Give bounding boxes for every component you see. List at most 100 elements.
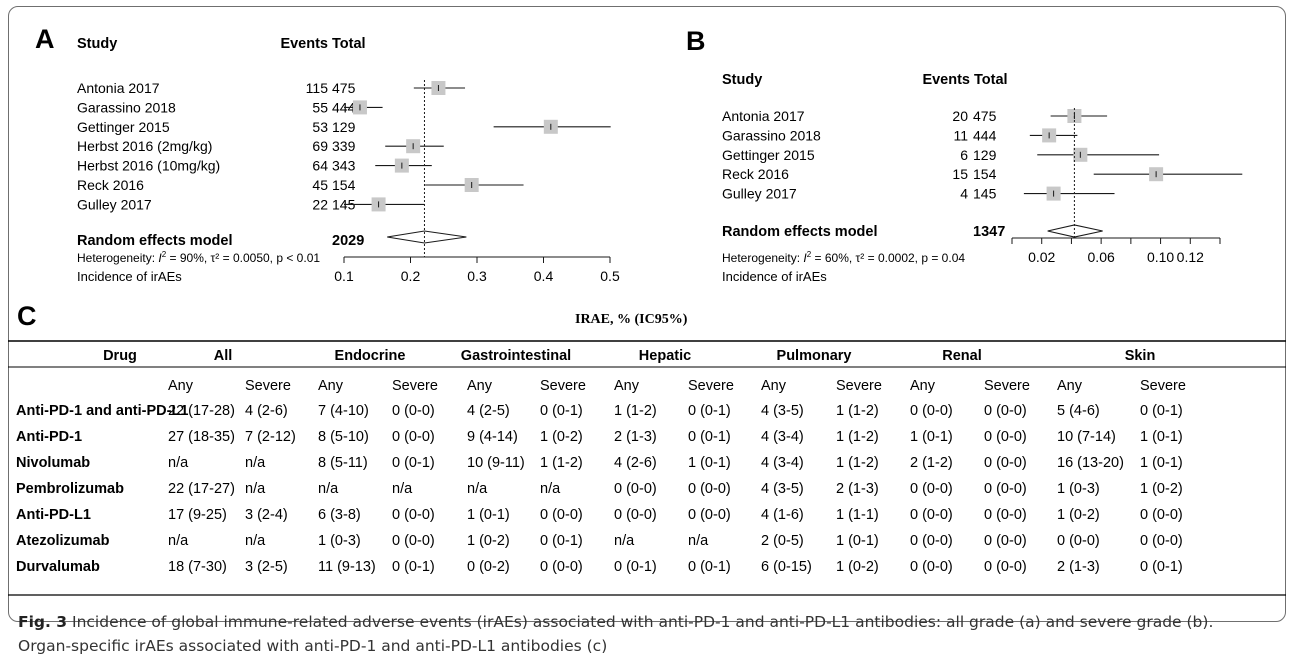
study-name: Reck 2016	[722, 166, 789, 182]
table-cell: 0 (0-1)	[392, 559, 435, 575]
table-cell: 1 (0-2)	[1140, 481, 1183, 497]
table-cell: 0 (0-0)	[910, 507, 953, 523]
table-cell: 1 (0-2)	[467, 533, 510, 549]
figure-caption-label: Fig. 3	[18, 613, 68, 631]
table-cell: 0 (0-0)	[688, 481, 731, 497]
panel-a-letter: A	[35, 24, 55, 54]
table-cell: 0 (0-0)	[1057, 533, 1100, 549]
table-cell: 18 (7-30)	[168, 559, 227, 575]
study-events: 53	[312, 119, 328, 135]
study-total: 444	[973, 127, 997, 143]
table-row: Pembrolizumab 22 (17-27) n/a n/a n/a n/a n/a 0 …	[16, 481, 1183, 497]
table-cell: 5 (4-6)	[1057, 403, 1100, 419]
axis-tick-label: 0.1	[334, 268, 354, 284]
table-cell: 0 (0-0)	[540, 507, 583, 523]
study-total: 145	[332, 196, 356, 212]
study-total: 475	[973, 108, 997, 124]
drug-name: Anti-PD-1 and anti-PD-L1	[16, 403, 188, 419]
subheader: Any	[910, 378, 936, 394]
table-cell: 1 (0-3)	[1057, 481, 1100, 497]
table-cell: 16 (13-20)	[1057, 455, 1124, 471]
subheader: Severe	[392, 378, 438, 394]
panel-b-model-label: Random effects model	[722, 224, 878, 240]
drug-name: Anti-PD-L1	[16, 507, 91, 523]
panel-b-heterogeneity: Heterogeneity: I2 = 60%, τ² = 0.0002, p …	[722, 250, 965, 265]
table-cell: 0 (0-0)	[392, 429, 435, 445]
drug-name: Nivolumab	[16, 455, 90, 471]
figure-frame	[8, 6, 1286, 622]
pooled-diamond	[387, 230, 467, 244]
table-cell: 0 (0-0)	[1140, 507, 1183, 523]
panel-a-xlabel: Incidence of irAEs	[77, 269, 182, 284]
study-events: 20	[952, 108, 968, 124]
panel-a-heterogeneity: Heterogeneity: I2 = 90%, τ² = 0.0050, p …	[77, 250, 320, 265]
table-cell: n/a	[245, 481, 266, 497]
figure-caption-text: Incidence of global immune-related adver…	[18, 613, 1214, 655]
table-cell: 0 (0-0)	[984, 507, 1027, 523]
table-cell: 0 (0-1)	[1140, 403, 1183, 419]
table-cell: 0 (0-0)	[614, 507, 657, 523]
subheader: Severe	[540, 378, 586, 394]
panel-a-study-header: Study	[77, 36, 117, 52]
axis-tick-label: 0.3	[467, 268, 487, 284]
table-cell: 2 (1-3)	[1057, 559, 1100, 575]
subheader: Severe	[1140, 378, 1186, 394]
column-header: Gastrointestinal	[461, 348, 571, 364]
study-events: 11	[953, 127, 968, 143]
panel-b-study-header: Study	[722, 72, 762, 88]
study-total: 444	[332, 99, 356, 115]
table-cell: 0 (0-2)	[467, 559, 510, 575]
study-total: 154	[973, 166, 997, 182]
table-cell: 1 (0-1)	[467, 507, 510, 523]
table-row: Nivolumab n/a n/a 8 (5-11) 0 (0-1) 10 (9-11) 1…	[16, 455, 1183, 471]
study-name: Garassino 2018	[722, 127, 821, 143]
pooled-diamond	[1047, 224, 1103, 238]
subheader: Any	[168, 378, 194, 394]
table-cell: 4 (3-5)	[761, 481, 804, 497]
axis-tick-label: 0.02	[1028, 249, 1055, 265]
table-cell: 1 (1-1)	[836, 507, 879, 523]
table-cell: 1 (0-1)	[688, 455, 731, 471]
column-header: Renal	[942, 348, 982, 364]
table-cell: 0 (0-0)	[984, 429, 1027, 445]
table-cell: 0 (0-1)	[688, 559, 731, 575]
table-cell: n/a	[245, 455, 266, 471]
column-header: Drug	[103, 348, 137, 364]
table-cell: 4 (2-5)	[467, 403, 510, 419]
panel-a-total-header: Total	[332, 36, 366, 52]
table-cell: 0 (0-0)	[540, 559, 583, 575]
subheader: Any	[318, 378, 344, 394]
subheader: Severe	[984, 378, 1030, 394]
study-total: 339	[332, 138, 356, 154]
figure-caption: Fig. 3 Incidence of global immune-relate…	[18, 610, 1268, 658]
table-cell: n/a	[318, 481, 339, 497]
table-cell: 3 (2-5)	[245, 559, 288, 575]
table-cell: 0 (0-0)	[392, 507, 435, 523]
table-cell: 3 (2-4)	[245, 507, 288, 523]
axis-tick-label: 0.5	[600, 268, 620, 284]
table-cell: 0 (0-0)	[984, 559, 1027, 575]
panel-a-events-header: Events	[280, 36, 328, 52]
table-cell: 0 (0-0)	[910, 533, 953, 549]
table-cell: 1 (0-3)	[318, 533, 361, 549]
figure-3: A Study Events Total Antonia 2017 115 475G…	[8, 24, 1286, 596]
axis-tick-label: 0.10	[1147, 249, 1174, 265]
drug-name: Durvalumab	[16, 559, 100, 575]
study-total: 129	[332, 119, 356, 135]
subheader: Any	[467, 378, 493, 394]
study-events: 55	[312, 99, 328, 115]
column-header: Endocrine	[335, 348, 406, 364]
table-cell: n/a	[168, 455, 189, 471]
subheader: Any	[1057, 378, 1083, 394]
table-cell: 4 (2-6)	[245, 403, 288, 419]
panel-b-model-total: 1347	[973, 224, 1005, 240]
study-events: 4	[960, 186, 968, 202]
column-header: All	[214, 348, 233, 364]
table-cell: n/a	[392, 481, 413, 497]
axis-tick-label: 0.06	[1088, 249, 1115, 265]
table-cell: 2 (1-3)	[836, 481, 879, 497]
table-cell: 0 (0-0)	[614, 481, 657, 497]
study-name: Antonia 2017	[77, 80, 160, 96]
study-name: Gulley 2017	[77, 196, 152, 212]
table-cell: 0 (0-0)	[392, 533, 435, 549]
